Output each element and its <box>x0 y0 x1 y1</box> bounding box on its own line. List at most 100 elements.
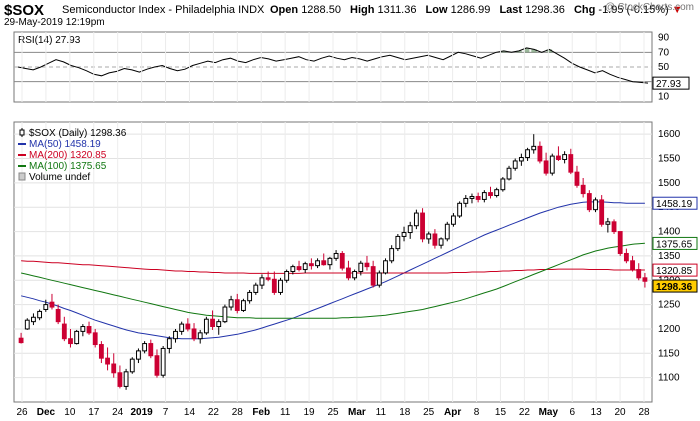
candle-body <box>426 233 432 240</box>
candle-body <box>315 260 320 267</box>
last-price-badge-text: 1298.36 <box>656 282 693 293</box>
symbol-title: $SOX <box>4 2 45 19</box>
candle-body <box>438 238 444 246</box>
candle-body <box>580 184 586 195</box>
candle-legend-icon <box>19 129 25 136</box>
candle-body <box>488 192 493 197</box>
candle-body <box>327 257 333 266</box>
candle-body <box>568 154 574 173</box>
x-tick-label: 2019 <box>130 407 153 418</box>
legend-ma100: MA(100) 1375.65 <box>29 161 107 172</box>
candle-body <box>636 269 642 279</box>
candle-body <box>549 155 555 174</box>
candle-body <box>105 357 110 365</box>
candle-body <box>531 145 537 151</box>
candle-body <box>518 157 524 162</box>
candle-body <box>630 260 635 271</box>
candle-body <box>599 199 605 225</box>
x-tick-label: 19 <box>304 407 316 418</box>
price-tick-label: 1150 <box>658 348 680 359</box>
candle-body <box>308 263 314 267</box>
candle-body <box>290 266 296 272</box>
quote-date: 29-May-2019 12:19pm <box>4 17 105 28</box>
rsi-last-badge <box>652 76 690 90</box>
chart-header: $SOX Semiconductor Index - Philadelphia … <box>0 0 700 30</box>
candle-body <box>142 343 148 352</box>
price-tick-label: 1250 <box>658 300 681 311</box>
x-tick-label: 11 <box>280 407 291 418</box>
x-tick-label: Dec <box>37 407 56 418</box>
candle-body <box>210 318 215 328</box>
rsi-overbought-fill <box>501 47 553 53</box>
open-label: Open <box>270 4 299 16</box>
price-tick-label: 1600 <box>658 129 681 140</box>
open-value: 1288.50 <box>301 4 341 16</box>
candle-body <box>185 323 191 330</box>
chg-label: Chg <box>573 4 596 16</box>
candle-body <box>222 306 228 323</box>
candle-body <box>475 196 481 200</box>
candle-body <box>333 252 339 259</box>
candle-body <box>24 319 30 330</box>
candle-body <box>401 232 407 237</box>
candle-body <box>74 330 80 345</box>
candle-body <box>123 371 129 387</box>
price-tick-label: 1200 <box>658 324 681 335</box>
index-name: Semiconductor Index - Philadelphia INDX <box>62 4 265 16</box>
x-tick-label: 11 <box>376 407 387 418</box>
price-tick-label: 1100 <box>658 373 680 384</box>
ma100-line <box>20 242 645 319</box>
x-tick-label: 25 <box>327 407 339 418</box>
candle-body <box>556 155 561 160</box>
candle-body <box>525 149 530 159</box>
candle-body <box>574 171 580 186</box>
candle-body <box>617 231 623 254</box>
ma200-price-badge <box>652 263 698 277</box>
candle-body <box>234 299 240 311</box>
rsi-label: RSI(14) 27.93 <box>18 35 81 46</box>
rsi-tick-label: 10 <box>658 91 670 102</box>
candle-body <box>37 310 43 319</box>
candle-body <box>179 323 185 332</box>
candle-body <box>420 212 425 240</box>
candle-body <box>136 350 141 360</box>
candle-body <box>173 330 178 340</box>
candle-body <box>352 270 358 279</box>
candle-body <box>389 248 395 262</box>
x-tick-label: 17 <box>88 407 100 418</box>
x-tick-label: May <box>539 407 559 418</box>
ma50-price-badge <box>652 196 698 210</box>
ma50-price-badge-text: 1458.19 <box>656 199 693 210</box>
candle-body <box>358 262 364 272</box>
candle-body <box>247 291 253 302</box>
legend-ma200: MA(200) 1320.85 <box>29 150 107 161</box>
candle-body <box>321 260 327 266</box>
price-tick-label: 1500 <box>658 178 681 189</box>
candle-body <box>376 272 382 286</box>
x-tick-label: 22 <box>208 407 220 418</box>
candle-body <box>506 167 512 180</box>
candle-body <box>18 337 24 344</box>
x-tick-label: 24 <box>112 407 124 418</box>
candle-body <box>605 221 611 225</box>
legend-volume: Volume undef <box>29 172 90 183</box>
candle-body <box>117 372 123 387</box>
x-tick-label: 10 <box>64 407 76 418</box>
last-price-badge <box>652 279 698 293</box>
candle-body <box>623 252 629 262</box>
candle-body <box>61 323 67 340</box>
high-label: High <box>350 4 375 16</box>
x-tick-label: 15 <box>495 407 507 418</box>
candle-body <box>271 278 277 293</box>
candle-body <box>457 202 463 217</box>
candle-body <box>383 260 388 274</box>
x-tick-label: Feb <box>252 407 270 418</box>
x-tick-label: Apr <box>444 407 461 418</box>
ma200-price-badge-text: 1320.85 <box>656 266 693 277</box>
ma200-line <box>21 260 645 274</box>
x-tick-label: 28 <box>638 407 650 418</box>
candle-body <box>481 192 487 200</box>
candle-body <box>494 189 500 197</box>
candle-body <box>451 215 456 225</box>
rsi-tick-label: 50 <box>658 62 670 73</box>
